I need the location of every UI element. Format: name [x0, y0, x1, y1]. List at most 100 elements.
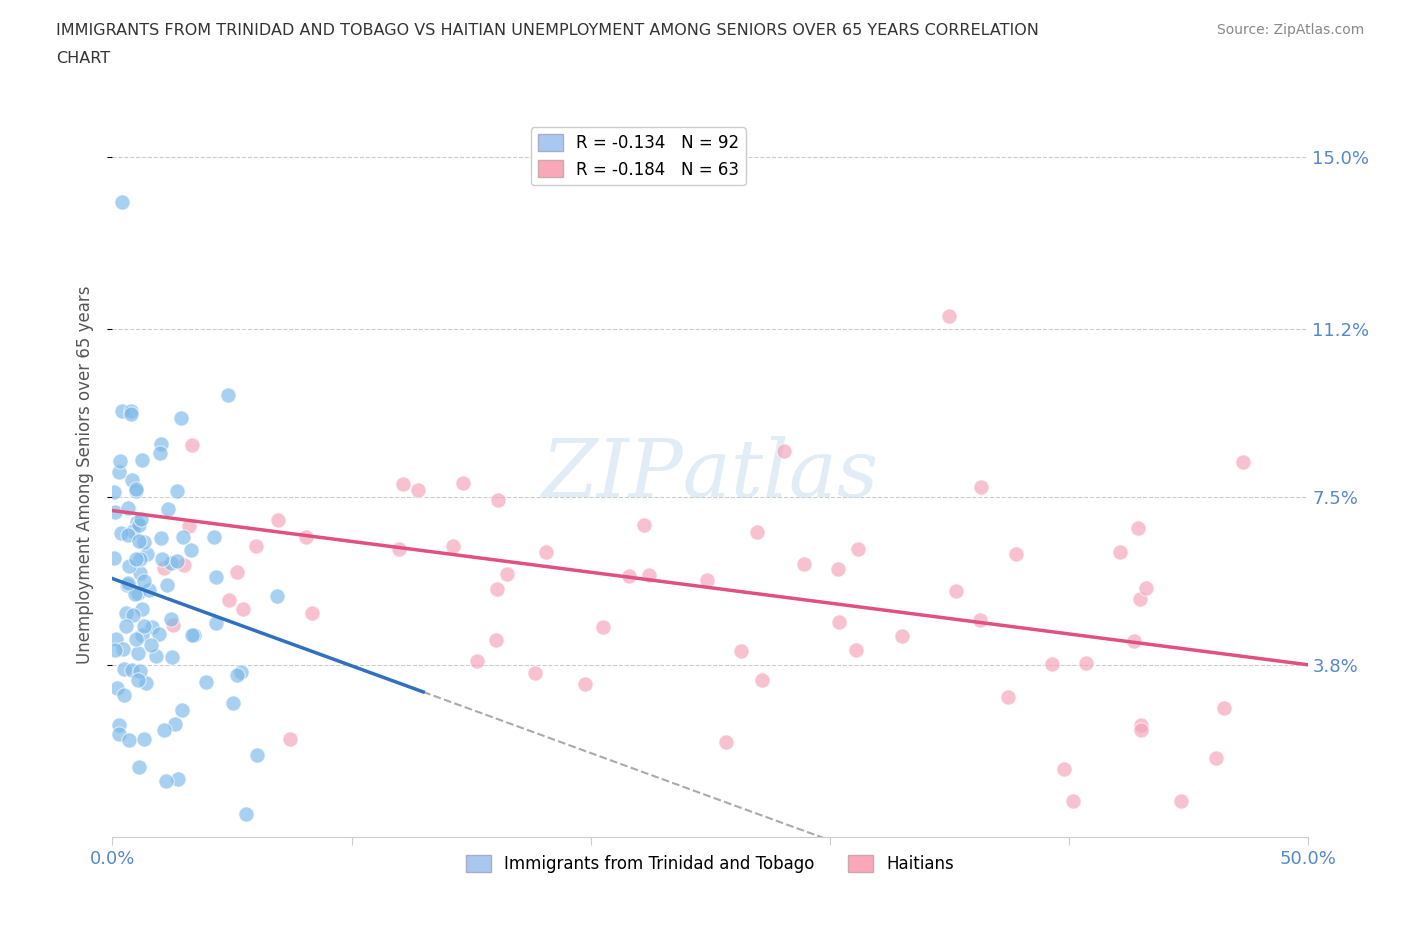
Point	[149, 446, 172, 461]
Point	[128, 517, 150, 532]
Legend: Immigrants from Trinidad and Tobago, Haitians: Immigrants from Trinidad and Tobago, Hai…	[460, 848, 960, 880]
Point	[141, 619, 163, 634]
Point	[134, 618, 156, 633]
Point	[131, 453, 153, 468]
Point	[183, 628, 205, 643]
Point	[232, 602, 254, 617]
Point	[127, 645, 149, 660]
Point	[134, 534, 156, 549]
Point	[179, 518, 201, 533]
Point	[128, 533, 150, 548]
Point	[638, 567, 661, 582]
Point	[148, 627, 170, 642]
Point	[107, 726, 129, 741]
Point	[170, 410, 193, 425]
Point	[1005, 547, 1028, 562]
Point	[159, 556, 181, 571]
Point	[793, 557, 815, 572]
Point	[135, 675, 157, 690]
Point	[772, 444, 794, 458]
Point	[127, 586, 149, 601]
Point	[1126, 521, 1149, 536]
Point	[111, 642, 134, 657]
Point	[1135, 581, 1157, 596]
Point	[117, 501, 139, 516]
Point	[156, 502, 179, 517]
Text: ZIP​atlas: ZIP​atlas	[541, 435, 879, 513]
Point	[391, 477, 413, 492]
Point	[124, 482, 146, 497]
Point	[120, 404, 142, 418]
Point	[166, 553, 188, 568]
Point	[180, 628, 202, 643]
Point	[938, 308, 960, 323]
Text: IMMIGRANTS FROM TRINIDAD AND TOBAGO VS HAITIAN UNEMPLOYMENT AMONG SENIORS OVER 6: IMMIGRANTS FROM TRINIDAD AND TOBAGO VS H…	[56, 23, 1039, 38]
Point	[115, 619, 138, 634]
Point	[127, 673, 149, 688]
Point	[152, 723, 174, 737]
Point	[1074, 655, 1097, 670]
Point	[997, 689, 1019, 704]
Point	[117, 527, 139, 542]
Point	[451, 475, 474, 490]
Point	[121, 663, 143, 678]
Point	[110, 454, 132, 469]
Point	[486, 492, 509, 507]
Point	[1129, 591, 1152, 606]
Point	[120, 406, 142, 421]
Point	[218, 592, 240, 607]
Point	[121, 472, 143, 487]
Point	[180, 543, 202, 558]
Point	[134, 732, 156, 747]
Point	[124, 631, 146, 646]
Point	[231, 665, 253, 680]
Point	[103, 485, 125, 499]
Point	[441, 538, 464, 553]
Point	[202, 530, 225, 545]
Point	[115, 605, 138, 620]
Point	[204, 569, 226, 584]
Point	[295, 529, 318, 544]
Point	[166, 484, 188, 498]
Point	[945, 584, 967, 599]
Point	[1212, 700, 1234, 715]
Point	[969, 612, 991, 627]
Point	[574, 677, 596, 692]
Point	[127, 515, 149, 530]
Point	[1053, 762, 1076, 777]
Text: CHART: CHART	[56, 51, 110, 66]
Point	[205, 616, 228, 631]
Point	[1130, 717, 1153, 732]
Point	[1062, 793, 1084, 808]
Point	[716, 735, 738, 750]
Text: Source: ZipAtlas.com: Source: ZipAtlas.com	[1216, 23, 1364, 37]
Point	[135, 546, 157, 561]
Point	[222, 696, 245, 711]
Point	[266, 589, 288, 604]
Point	[245, 538, 267, 553]
Point	[149, 530, 172, 545]
Point	[131, 602, 153, 617]
Point	[523, 666, 546, 681]
Point	[112, 661, 135, 676]
Point	[111, 404, 134, 418]
Point	[1232, 455, 1254, 470]
Point	[131, 628, 153, 643]
Point	[1170, 793, 1192, 808]
Point	[828, 615, 851, 630]
Point	[235, 807, 257, 822]
Point	[217, 387, 239, 402]
Point	[128, 760, 150, 775]
Point	[128, 565, 150, 580]
Point	[266, 512, 288, 527]
Point	[129, 663, 152, 678]
Point	[162, 618, 184, 632]
Point	[104, 505, 127, 520]
Point	[1122, 633, 1144, 648]
Point	[117, 576, 139, 591]
Point	[1205, 751, 1227, 765]
Point	[195, 674, 218, 689]
Point	[1040, 657, 1063, 671]
Point	[155, 773, 177, 788]
Point	[153, 561, 176, 576]
